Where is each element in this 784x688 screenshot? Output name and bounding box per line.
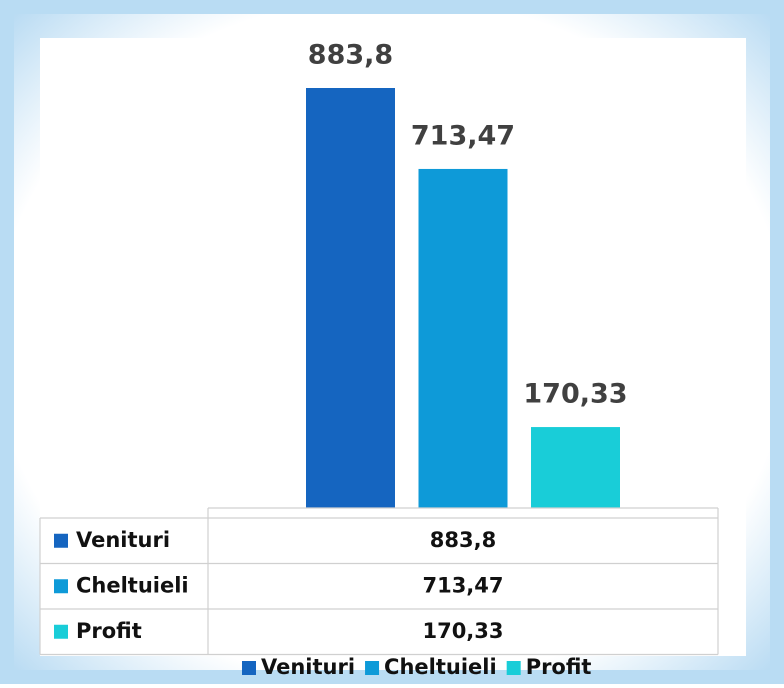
table-legend-key xyxy=(54,533,68,548)
legend-label: Cheltuieli xyxy=(384,655,497,679)
data-label: 713,47 xyxy=(411,120,515,151)
table-series-name: Venituri xyxy=(76,528,170,552)
legend-key xyxy=(506,661,521,675)
table-value: 883,8 xyxy=(430,528,496,552)
legend-label: Profit xyxy=(526,655,592,679)
legend-key xyxy=(242,661,256,675)
table-series-name: Profit xyxy=(76,619,142,643)
table-value: 713,47 xyxy=(422,573,503,597)
table-legend-key xyxy=(54,579,68,594)
bar xyxy=(418,168,508,508)
table-series-name: Cheltuieli xyxy=(76,573,189,597)
data-label: 170,33 xyxy=(523,379,627,410)
table-value: 170,33 xyxy=(422,619,503,643)
legend-label: Venituri xyxy=(261,655,355,679)
bar xyxy=(531,427,620,508)
data-label: 883,8 xyxy=(308,40,393,71)
legend-key xyxy=(365,661,380,675)
bar xyxy=(306,88,395,508)
table-legend-key xyxy=(54,624,68,639)
